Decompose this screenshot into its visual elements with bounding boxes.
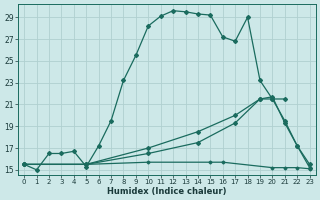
X-axis label: Humidex (Indice chaleur): Humidex (Indice chaleur) [107,187,227,196]
